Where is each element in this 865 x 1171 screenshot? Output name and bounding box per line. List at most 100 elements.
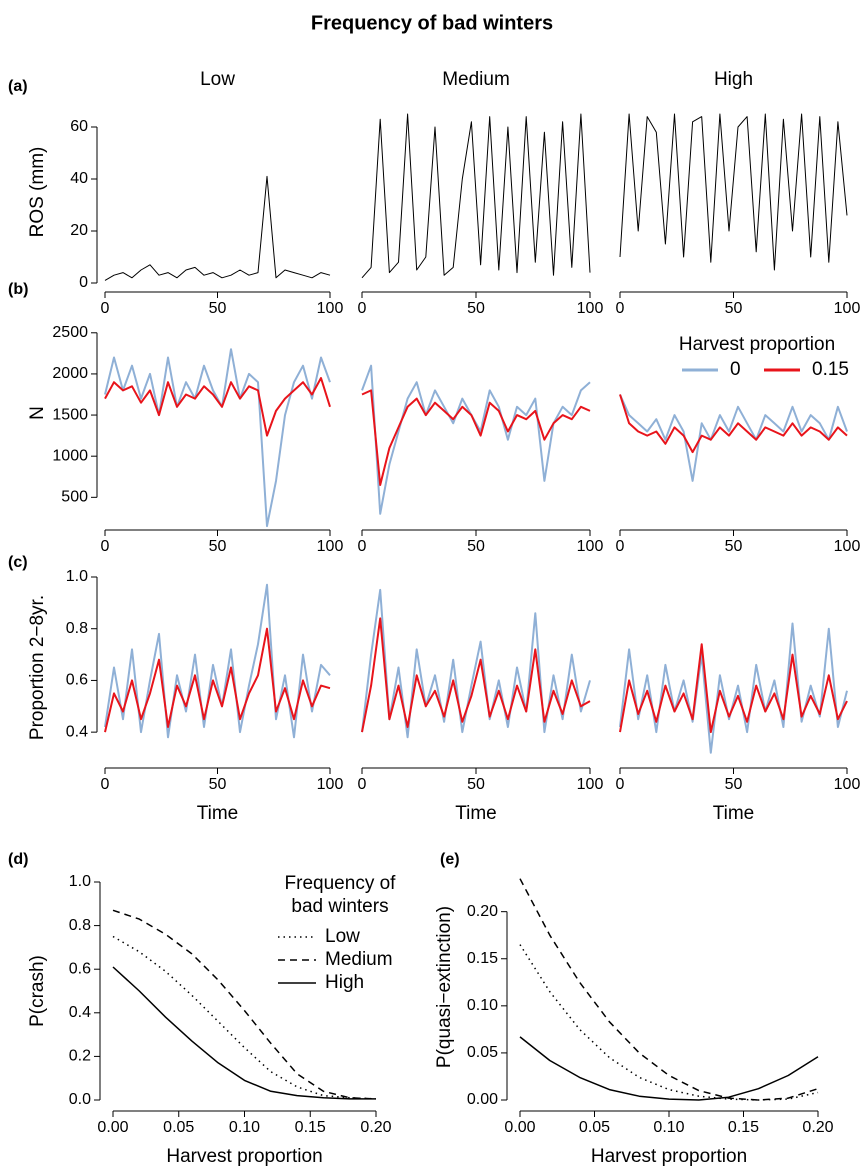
x-axis-label: Time [197, 803, 239, 824]
x-tick-label: 100 [834, 538, 861, 555]
x-tick-label: 0 [358, 300, 367, 317]
y-tick-label: 60 [70, 118, 88, 135]
series-line [619, 622, 848, 754]
y-tick-label: 2500 [52, 324, 88, 341]
series-line [104, 583, 331, 739]
y-tick-label: 0.2 [69, 1048, 91, 1065]
x-tick-label: 0 [101, 538, 110, 555]
y-tick-label: 0.4 [66, 723, 88, 740]
series-line [112, 935, 377, 1100]
y-tick-label: 0.8 [66, 620, 88, 637]
x-tick-label: 0.05 [579, 1119, 610, 1136]
column-title: Low [200, 69, 235, 90]
y-tick-label: 0.4 [69, 1004, 91, 1021]
series-line [519, 944, 819, 1101]
x-tick-label: 100 [834, 776, 861, 793]
y-tick-label: 0.15 [467, 950, 498, 967]
x-tick-label: 100 [577, 538, 604, 555]
series-line [619, 643, 848, 734]
legend-label: High [325, 972, 364, 993]
series-line [619, 394, 848, 454]
panel-label: (c) [8, 554, 28, 571]
series-line [361, 113, 591, 279]
series-line [361, 364, 591, 515]
x-axis-label: Harvest proportion [591, 1146, 747, 1167]
y-tick-label: 0.0 [69, 1091, 91, 1108]
x-tick-label: 50 [209, 538, 227, 555]
y-tick-label: 1.0 [66, 568, 88, 585]
x-tick-label: 100 [317, 300, 344, 317]
x-tick-label: 0.00 [97, 1119, 128, 1136]
series-line [361, 617, 591, 733]
y-tick-label: 1.0 [69, 873, 91, 890]
series-line [112, 909, 377, 1100]
y-axis-label: P(crash) [27, 955, 48, 1027]
x-tick-label: 0 [358, 538, 367, 555]
x-tick-label: 0 [101, 300, 110, 317]
x-tick-label: 0.05 [163, 1119, 194, 1136]
column-title: Medium [442, 69, 510, 90]
y-tick-label: 0 [79, 274, 88, 291]
x-tick-label: 0.00 [504, 1119, 535, 1136]
x-tick-label: 50 [467, 300, 485, 317]
figure-title: Frequency of bad winters [311, 12, 553, 34]
legend-title: Frequency of [285, 873, 397, 894]
x-axis-label: Harvest proportion [166, 1146, 322, 1167]
series-line [361, 389, 591, 486]
x-tick-label: 50 [725, 776, 743, 793]
y-tick-label: 0.05 [467, 1044, 498, 1061]
y-tick-label: 500 [61, 489, 88, 506]
series-line [519, 878, 819, 1101]
x-tick-label: 0.10 [653, 1119, 684, 1136]
x-tick-label: 0.10 [229, 1119, 260, 1136]
x-tick-label: 50 [467, 776, 485, 793]
x-tick-label: 50 [209, 776, 227, 793]
y-axis-label: ROS (mm) [27, 147, 48, 238]
x-tick-label: 100 [577, 300, 604, 317]
x-tick-label: 100 [317, 538, 344, 555]
panel-label: (a) [8, 78, 28, 95]
x-tick-label: 0.20 [802, 1119, 833, 1136]
panel-label: (d) [8, 851, 28, 868]
series-line [104, 377, 331, 437]
y-axis-label: Proportion 2−8yr. [27, 595, 48, 740]
panel-label: (e) [440, 851, 460, 868]
series-line [104, 348, 331, 528]
x-tick-label: 0.15 [295, 1119, 326, 1136]
series-line [104, 627, 331, 733]
legend-label: 0 [730, 359, 741, 380]
y-tick-label: 0.10 [467, 997, 498, 1014]
x-axis-label: Time [713, 803, 755, 824]
series-line [104, 175, 331, 281]
legend-label: Medium [325, 949, 393, 970]
y-axis-label: P(quasi−extinction) [434, 906, 455, 1068]
panel-label: (b) [8, 281, 28, 298]
series-line [619, 394, 848, 482]
series-line [361, 588, 591, 739]
x-tick-label: 50 [725, 538, 743, 555]
x-tick-label: 0.20 [360, 1119, 391, 1136]
x-tick-label: 0 [358, 776, 367, 793]
x-tick-label: 50 [467, 538, 485, 555]
x-tick-label: 100 [834, 300, 861, 317]
x-tick-label: 50 [209, 300, 227, 317]
x-tick-label: 100 [577, 776, 604, 793]
y-tick-label: 0.6 [66, 672, 88, 689]
x-tick-label: 0 [616, 776, 625, 793]
x-tick-label: 0 [101, 776, 110, 793]
legend-title: bad winters [291, 896, 388, 917]
legend-label: Low [325, 926, 360, 947]
x-tick-label: 0 [616, 300, 625, 317]
y-tick-label: 40 [70, 170, 88, 187]
x-axis-label: Time [455, 803, 497, 824]
x-tick-label: 0.15 [728, 1119, 759, 1136]
x-tick-label: 100 [317, 776, 344, 793]
x-tick-label: 50 [725, 300, 743, 317]
y-tick-label: 0.6 [69, 960, 91, 977]
y-axis-label: N [27, 406, 48, 420]
y-tick-label: 0.20 [467, 903, 498, 920]
y-tick-label: 2000 [52, 365, 88, 382]
column-title: High [714, 69, 753, 90]
y-tick-label: 0.00 [467, 1091, 498, 1108]
